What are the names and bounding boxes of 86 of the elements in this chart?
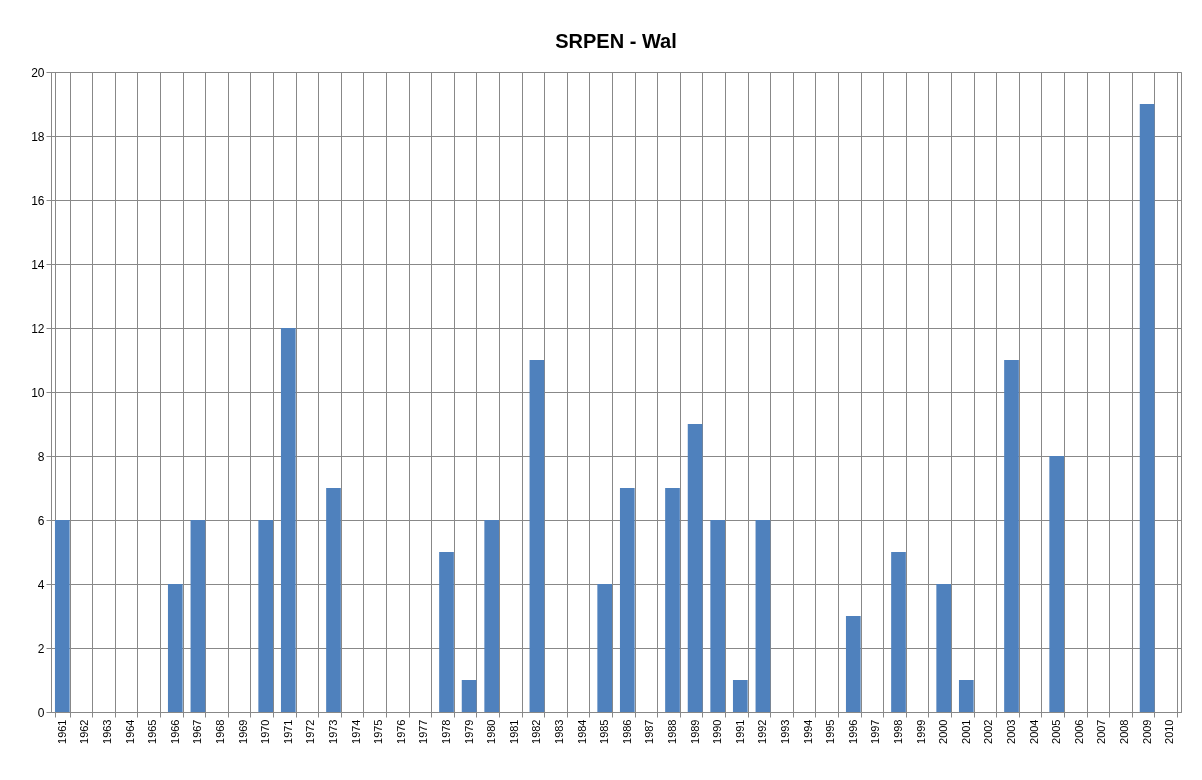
- x-tick-label: 1981: [507, 719, 520, 744]
- x-tick-label: 1999: [914, 719, 927, 744]
- bar: [958, 680, 974, 712]
- x-tick-label: 2000: [937, 719, 950, 744]
- x-tick-label: 1975: [372, 719, 385, 744]
- x-tick-label: 2004: [1027, 719, 1040, 744]
- x-tick-label: 1962: [78, 719, 91, 744]
- bar: [619, 488, 635, 712]
- x-tick-label: 1997: [869, 719, 882, 744]
- y-tick-label: 16: [31, 193, 45, 208]
- x-tick-label: 2003: [1005, 719, 1017, 744]
- x-tick-label: 2007: [1095, 719, 1108, 744]
- x-tick-label: 2001: [959, 719, 972, 744]
- bar: [280, 328, 296, 712]
- bar: [258, 520, 274, 712]
- bar: [597, 584, 613, 712]
- x-tick-label: 1966: [168, 719, 181, 744]
- y-tick-label: 18: [31, 129, 45, 144]
- x-tick-label: 1978: [440, 719, 452, 744]
- bar: [665, 488, 680, 712]
- x-tick-label: 1996: [846, 719, 859, 744]
- y-tick-label: 6: [37, 513, 45, 528]
- x-tick-label: 1985: [598, 719, 611, 744]
- bar: [1139, 104, 1155, 712]
- bar: [484, 520, 500, 712]
- bar: [190, 520, 206, 712]
- x-tick-label: 1964: [123, 719, 136, 744]
- bar: [1049, 456, 1065, 712]
- x-tick-label: 1995: [824, 719, 837, 744]
- bar: [891, 552, 906, 712]
- x-tick-label: 2009: [1140, 719, 1153, 744]
- x-tick-label: 1990: [711, 719, 724, 744]
- bar: [845, 616, 861, 712]
- y-tick-label: 14: [31, 257, 45, 272]
- x-tick-label: 1993: [779, 719, 791, 744]
- x-tick-label: 1994: [801, 719, 814, 744]
- x-tick-label: 1983: [553, 719, 565, 744]
- bar: [936, 584, 952, 712]
- x-tick-label: 1986: [620, 719, 633, 744]
- bar: [439, 552, 454, 712]
- bar: [687, 424, 703, 712]
- x-tick-label: 2005: [1050, 719, 1063, 744]
- bar: [54, 520, 70, 712]
- bar: [326, 488, 341, 712]
- bar: [1004, 360, 1019, 712]
- y-tick-label: 8: [37, 449, 45, 464]
- x-tick-label: 1969: [236, 719, 249, 744]
- y-tick-label: 12: [31, 321, 45, 336]
- x-tick-label: 1982: [530, 719, 543, 744]
- y-tick-label: 0: [37, 705, 45, 720]
- bar: [529, 360, 545, 712]
- x-tick-label: 1961: [55, 719, 68, 744]
- x-tick-label: 1963: [101, 719, 113, 744]
- x-tick-label: 2006: [1072, 719, 1085, 744]
- y-tick-label: 4: [37, 577, 45, 592]
- x-tick-label: 1967: [191, 719, 204, 744]
- x-tick-label: 1979: [462, 719, 475, 744]
- x-tick-label: 1991: [733, 719, 746, 744]
- x-tick-label: 1971: [281, 719, 294, 744]
- bar: [710, 520, 726, 712]
- x-tick-label: 2010: [1163, 719, 1176, 744]
- x-tick-label: 1984: [575, 719, 588, 744]
- x-tick-label: 1965: [146, 719, 159, 744]
- x-tick-label: 1973: [327, 719, 339, 744]
- x-tick-label: 1987: [643, 719, 656, 744]
- bar: [167, 584, 183, 712]
- x-tick-label: 1980: [485, 719, 498, 744]
- bar: [732, 680, 748, 712]
- bar: [755, 520, 771, 712]
- x-tick-label: 1974: [349, 719, 362, 744]
- x-tick-label: 1998: [892, 719, 904, 744]
- chart-title: SRPEN - Wal: [555, 30, 677, 52]
- y-tick-label: 10: [31, 385, 45, 400]
- x-tick-label: 1976: [394, 719, 407, 744]
- x-tick-label: 1989: [688, 719, 701, 744]
- x-tick-label: 1988: [666, 719, 678, 744]
- x-tick-label: 1977: [417, 719, 430, 744]
- x-tick-label: 1970: [259, 719, 272, 744]
- x-tick-label: 2008: [1118, 719, 1130, 744]
- bar: [461, 680, 477, 712]
- y-tick-label: 20: [31, 65, 45, 80]
- y-tick-label: 2: [37, 641, 45, 656]
- x-tick-label: 1972: [304, 719, 317, 744]
- x-tick-label: 2002: [982, 719, 995, 744]
- x-tick-label: 1992: [756, 719, 769, 744]
- x-tick-label: 1968: [214, 719, 226, 744]
